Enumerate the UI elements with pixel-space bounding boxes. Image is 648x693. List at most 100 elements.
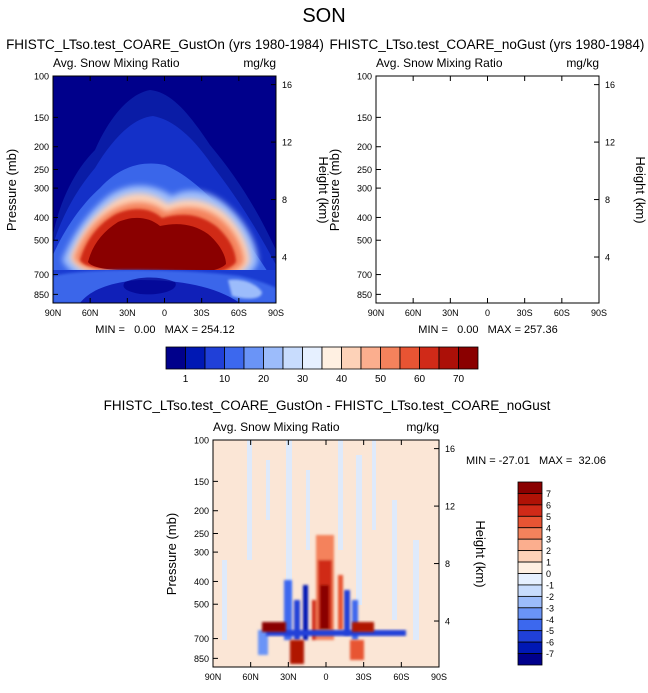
colorbar-swatch bbox=[517, 573, 543, 586]
snow-field-plot bbox=[53, 76, 276, 303]
pressure-tick-label: 100 bbox=[34, 72, 49, 82]
panel-left-string: Avg. Snow Mixing Ratio bbox=[53, 56, 180, 70]
height-tick-label: 8 bbox=[445, 559, 450, 569]
colorbar-label: -1 bbox=[546, 580, 554, 590]
height-tick-label: 8 bbox=[605, 195, 610, 205]
pressure-tick-label: 200 bbox=[357, 142, 372, 152]
difference-field-plot bbox=[213, 440, 439, 667]
lat-tick-label: 0 bbox=[162, 308, 167, 318]
lat-tick-label: 60S bbox=[393, 672, 409, 682]
panel-title: FHISTC_LTso.test_COARE_GustOn (yrs 1980-… bbox=[6, 37, 324, 52]
tropics-blue bbox=[258, 580, 358, 655]
height-tick-label: 4 bbox=[282, 253, 287, 263]
colorbar-swatch bbox=[380, 346, 401, 370]
panel-left-string: Avg. Snow Mixing Ratio bbox=[213, 420, 340, 434]
pressure-tick-label: 150 bbox=[34, 113, 49, 123]
pressure-tick-label: 400 bbox=[34, 213, 49, 223]
height-tick-label: 12 bbox=[445, 502, 455, 512]
lat-tick-label: 30S bbox=[517, 308, 533, 318]
colorbar-swatch bbox=[517, 607, 543, 620]
panel-right-string: mg/kg bbox=[406, 420, 439, 434]
colorbar-label: 10 bbox=[219, 374, 231, 385]
pressure-tick-label: 400 bbox=[357, 213, 372, 223]
colorbar-label: 2 bbox=[546, 546, 551, 556]
lat-tick-label: 60N bbox=[82, 308, 99, 318]
height-tick-label: 4 bbox=[605, 253, 610, 263]
colorbar-swatch bbox=[517, 504, 543, 517]
stratosphere-noise bbox=[222, 440, 419, 640]
height-tick-label: 12 bbox=[605, 138, 615, 148]
colorbar-swatch bbox=[185, 346, 206, 370]
colorbar-swatch bbox=[419, 346, 440, 370]
y-axis-label-right: Height (km) bbox=[316, 156, 331, 223]
lat-tick-label: 90N bbox=[45, 308, 62, 318]
pressure-tick-label: 400 bbox=[194, 577, 209, 587]
colorbar-swatch bbox=[438, 346, 459, 370]
tropics-red bbox=[290, 535, 364, 664]
panel-right-string: mg/kg bbox=[243, 56, 276, 70]
colorbar-swatch bbox=[399, 346, 420, 370]
panel-title: FHISTC_LTso.test_COARE_noGust (yrs 1980-… bbox=[330, 37, 645, 52]
pressure-tick-label: 150 bbox=[357, 113, 372, 123]
lat-tick-label: 90N bbox=[205, 672, 222, 682]
colorbar-swatch bbox=[360, 346, 381, 370]
pressure-tick-label: 500 bbox=[194, 600, 209, 610]
lat-tick-label: 90S bbox=[431, 672, 447, 682]
colorbar-swatch bbox=[282, 346, 303, 370]
colorbar-label: 5 bbox=[546, 512, 551, 522]
colorbar-swatch bbox=[517, 630, 543, 643]
pressure-tick-label: 700 bbox=[357, 270, 372, 280]
lat-tick-label: 30S bbox=[356, 672, 372, 682]
colorbar-swatch bbox=[204, 346, 225, 370]
colorbar-swatch bbox=[517, 584, 543, 597]
y-axis-label-right: Height (km) bbox=[633, 156, 648, 223]
lat-tick-label: 30N bbox=[442, 308, 459, 318]
colorbar-swatch bbox=[165, 346, 186, 370]
lat-tick-label: 30S bbox=[194, 308, 210, 318]
height-tick-label: 12 bbox=[282, 138, 292, 148]
panel-left-string: Avg. Snow Mixing Ratio bbox=[376, 56, 503, 70]
colorbar-label: -4 bbox=[546, 615, 554, 625]
lat-tick-label: 30N bbox=[280, 672, 297, 682]
plot-frame bbox=[375, 75, 600, 304]
colorbar-label: 7 bbox=[546, 489, 551, 499]
lat-tick-label: 0 bbox=[323, 672, 328, 682]
pressure-tick-label: 200 bbox=[34, 142, 49, 152]
colorbar-label: 4 bbox=[546, 523, 551, 533]
colorbar-swatch bbox=[517, 481, 543, 494]
colorbar-label: 3 bbox=[546, 535, 551, 545]
colorbar-swatch bbox=[321, 346, 342, 370]
lat-tick-label: 90S bbox=[268, 308, 284, 318]
lat-tick-label: 90S bbox=[591, 308, 607, 318]
pressure-tick-label: 300 bbox=[34, 184, 49, 194]
colorbar-swatch bbox=[341, 346, 362, 370]
lat-tick-label: 30N bbox=[119, 308, 136, 318]
pressure-tick-label: 850 bbox=[357, 290, 372, 300]
pressure-tick-label: 300 bbox=[357, 184, 372, 194]
colorbar-label: 60 bbox=[414, 374, 426, 385]
colorbar-swatch bbox=[243, 346, 264, 370]
height-tick-label: 16 bbox=[605, 80, 615, 90]
pressure-tick-label: 850 bbox=[194, 654, 209, 664]
height-tick-label: 16 bbox=[282, 80, 292, 90]
page-title: SON bbox=[302, 5, 345, 27]
colorbar-label: 6 bbox=[546, 500, 551, 510]
lat-tick-label: 60N bbox=[405, 308, 422, 318]
lat-tick-label: 90N bbox=[368, 308, 385, 318]
height-tick-label: 16 bbox=[445, 444, 455, 454]
colorbar-swatch bbox=[517, 550, 543, 563]
colorbar-label: -6 bbox=[546, 638, 554, 648]
panel-difference: FHISTC_LTso.test_COARE_GustOn - FHISTC_L… bbox=[104, 398, 606, 668]
pressure-tick-label: 250 bbox=[194, 529, 209, 539]
colorbar-swatch bbox=[302, 346, 323, 370]
colorbar-label: 0 bbox=[546, 569, 551, 579]
y-axis-label-left: Pressure (mb) bbox=[164, 513, 179, 595]
lat-tick-label: 60S bbox=[554, 308, 570, 318]
colorbar-label: 40 bbox=[336, 374, 348, 385]
y-axis-label-left: Pressure (mb) bbox=[327, 149, 342, 231]
pressure-tick-label: 200 bbox=[194, 506, 209, 516]
colorbar-swatch bbox=[458, 346, 479, 370]
y-axis-label-left: Pressure (mb) bbox=[4, 149, 19, 231]
